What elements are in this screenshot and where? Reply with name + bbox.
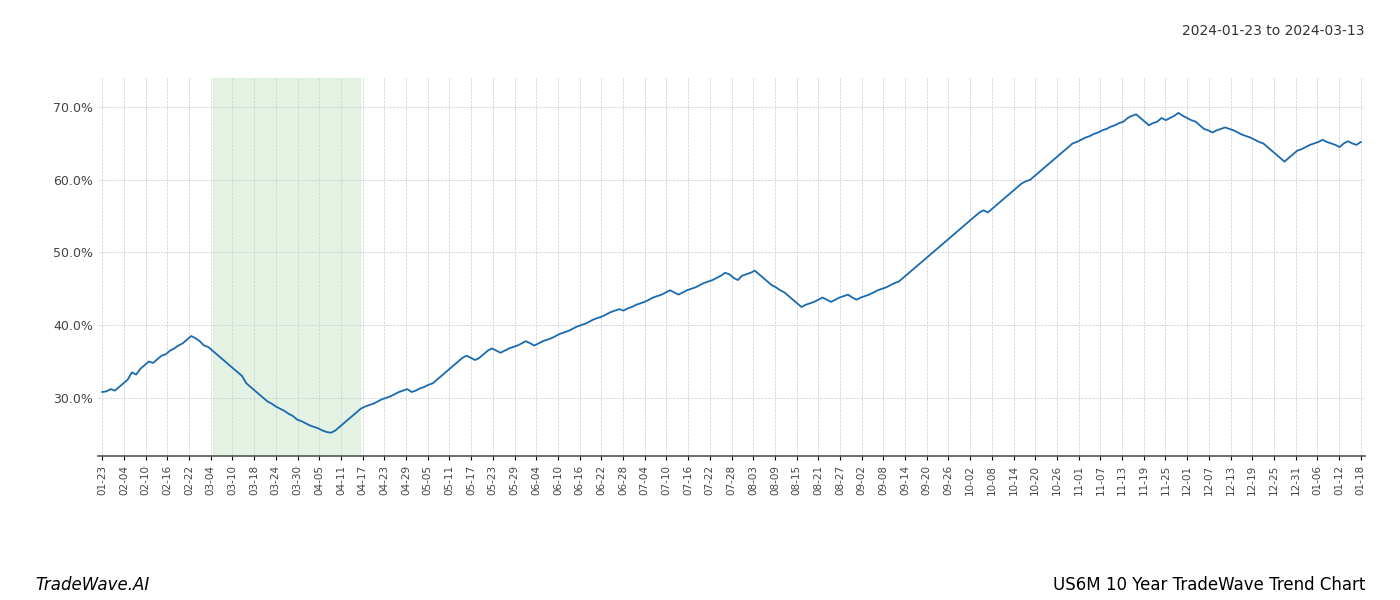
- Text: TradeWave.AI: TradeWave.AI: [35, 576, 150, 594]
- Text: US6M 10 Year TradeWave Trend Chart: US6M 10 Year TradeWave Trend Chart: [1053, 576, 1365, 594]
- Bar: [213, 78, 360, 456]
- Text: 2024-01-23 to 2024-03-13: 2024-01-23 to 2024-03-13: [1183, 24, 1365, 38]
